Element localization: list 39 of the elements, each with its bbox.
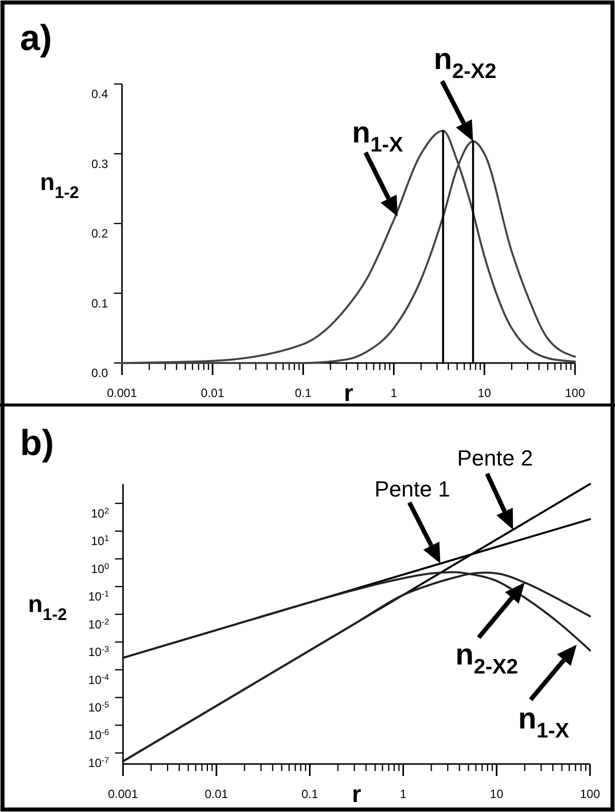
y-tick-label: 10$^{-3}$ [88,644,110,660]
annotation: n$_{2-X2}$ [455,638,518,679]
y-tick-label: 10$^{-7}$ [88,754,110,770]
x-tick-label: 0.001 [108,787,138,801]
x-tick-label: 0.01 [200,386,225,400]
annotation: Pente 1 [374,476,450,502]
y-tick-label: 0.0 [91,366,108,380]
y-axis-title: n$_{1-2}$ [40,169,79,202]
y-tick-label: 0.1 [91,296,108,310]
y-tick-label: 10$^{2}$ [90,504,110,520]
x-tick-label: 0.1 [294,386,312,400]
annotation: n$_{1-X}$ [352,116,404,157]
y-tick-label: 0.3 [91,156,108,171]
y-tick-label: 10$^{0}$ [90,560,110,576]
x-tick-label: 10 [490,787,504,801]
y-tick-label: 10$^{-4}$ [88,671,110,687]
x-tick-label: 100 [580,787,600,801]
annotation: n$_{1-X}$ [518,702,570,744]
y-tick-label: 10$^{-1}$ [88,588,110,604]
x-tick-label: 1 [390,386,398,400]
y-tick-label: 0.2 [91,226,108,240]
x-axis-title: r [344,380,354,407]
x-tick-label: 0.01 [204,787,228,801]
x-tick-label: 0.1 [301,787,318,801]
y-tick-label: 10$^{-2}$ [88,616,110,632]
x-axis-title: r [352,781,362,808]
chart-title: b) [20,422,54,463]
x-tick-label: 1 [400,787,407,801]
annotation: n$_{2-X2}$ [434,43,496,84]
y-tick-label: 0.4 [91,87,108,101]
annotation: Pente 2 [457,446,533,471]
x-tick-label: 10 [478,386,492,400]
x-tick-label: 0.001 [106,386,138,400]
y-axis-title: n$_{1-2}$ [28,591,67,624]
x-tick-label: 100 [564,386,586,400]
y-tick-label: 10$^{-5}$ [88,699,110,714]
y-tick-label: 10$^{-6}$ [88,726,110,742]
y-tick-label: 10$^{1}$ [90,532,110,548]
chart-title: a) [20,17,52,58]
